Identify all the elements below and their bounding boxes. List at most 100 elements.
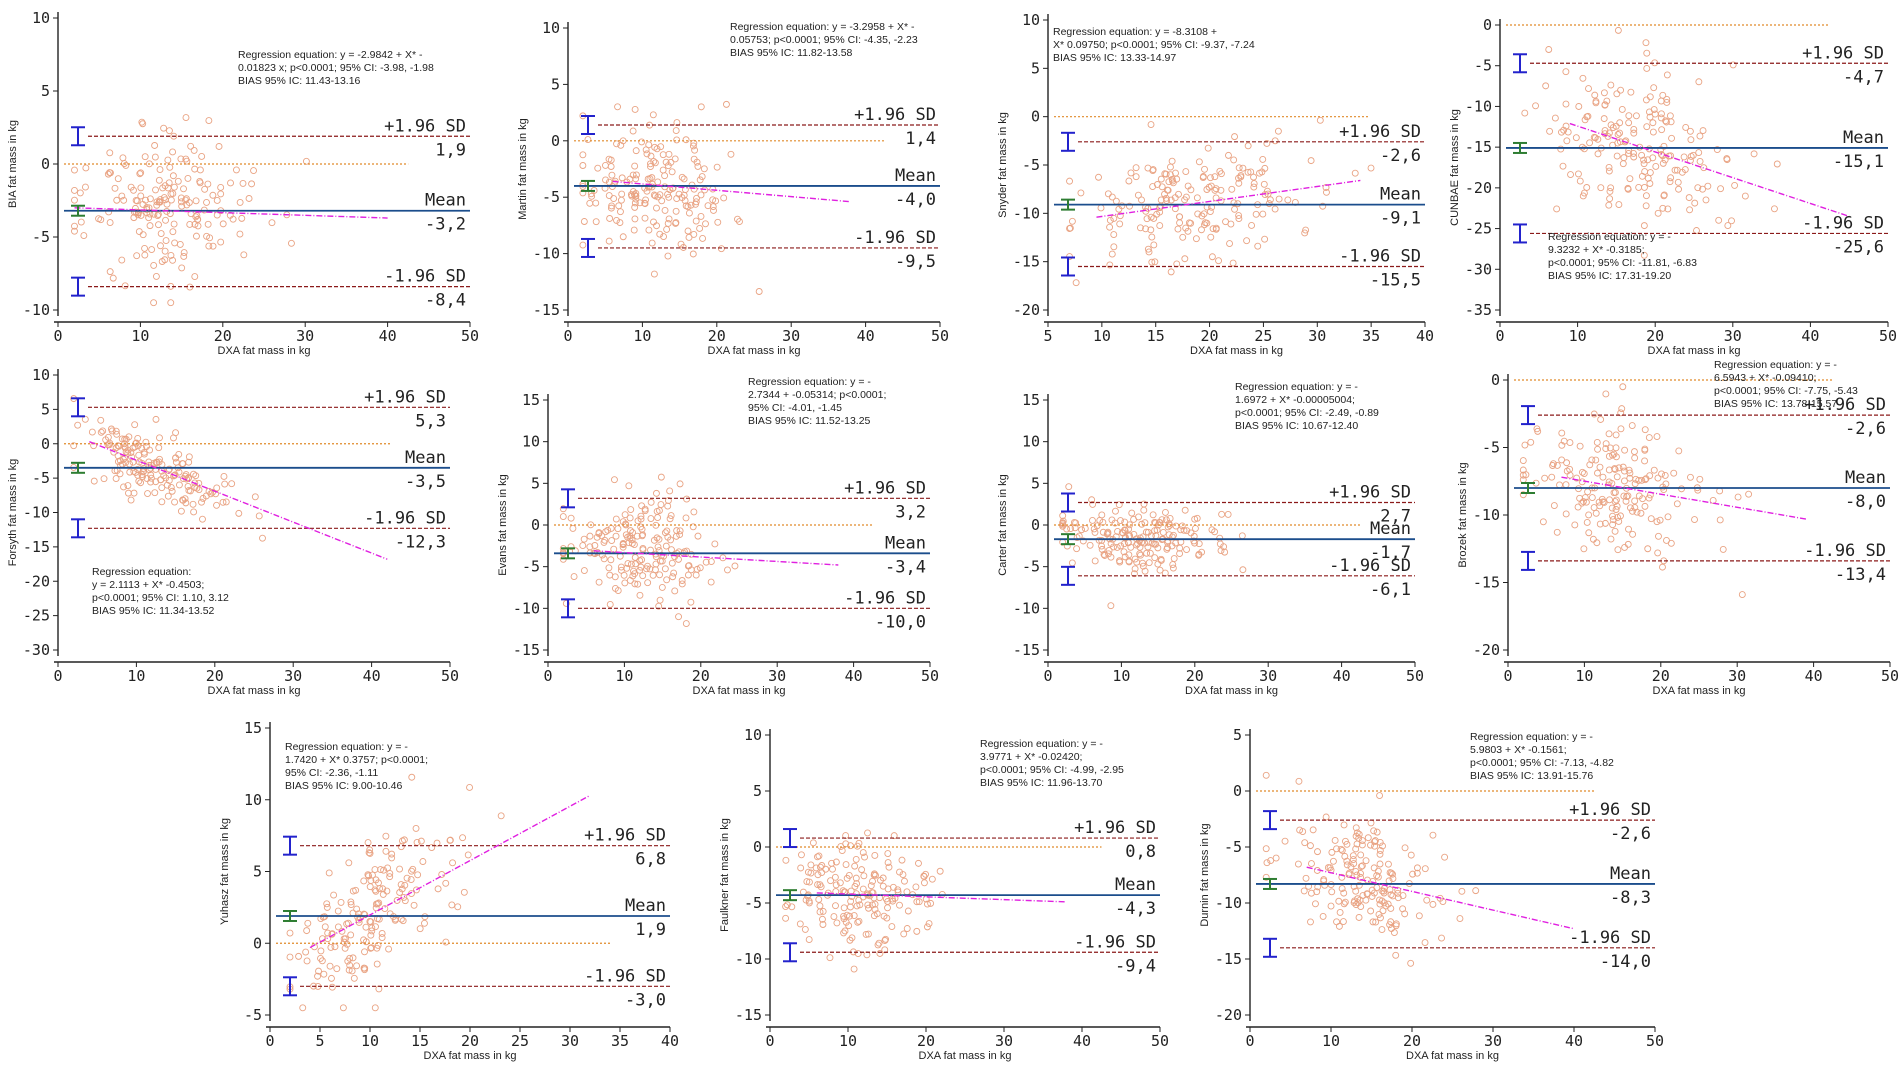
data-point xyxy=(1284,196,1292,204)
data-point xyxy=(1625,149,1633,157)
data-point xyxy=(318,957,326,965)
data-point xyxy=(1106,216,1114,224)
data-point xyxy=(607,556,615,564)
data-point xyxy=(884,850,892,857)
data-point xyxy=(1161,569,1169,577)
data-point xyxy=(798,851,805,859)
data-point xyxy=(1154,560,1162,568)
data-point xyxy=(1586,139,1594,147)
data-point xyxy=(644,579,652,587)
data-point xyxy=(1646,180,1654,187)
data-point xyxy=(1699,185,1707,193)
data-point xyxy=(464,851,472,859)
data-point xyxy=(1110,215,1118,222)
data-point xyxy=(659,151,667,159)
y-axis-title: Martin fat mass in kg xyxy=(517,118,529,219)
data-point xyxy=(185,487,193,494)
data-point xyxy=(350,974,358,982)
data-point xyxy=(1238,532,1246,540)
data-point xyxy=(1148,233,1156,241)
data-point xyxy=(659,166,667,174)
y-tick-label: 5 xyxy=(253,863,262,881)
upper-limit-label: +1.96 SD xyxy=(364,387,446,407)
data-point xyxy=(610,195,618,203)
data-point xyxy=(1228,185,1236,193)
data-point xyxy=(191,273,199,280)
data-point xyxy=(1262,873,1270,881)
data-point xyxy=(642,146,650,154)
data-point xyxy=(831,873,839,881)
data-point xyxy=(1373,828,1381,836)
data-point xyxy=(388,850,396,858)
data-point xyxy=(709,203,717,211)
x-axis-title: DXA fat mass in kg xyxy=(424,1050,517,1062)
data-point xyxy=(250,167,257,174)
data-point xyxy=(1230,199,1238,207)
data-point xyxy=(169,148,177,156)
data-point xyxy=(663,225,671,233)
data-point xyxy=(631,570,639,578)
data-point xyxy=(1107,553,1115,561)
data-point xyxy=(617,208,624,216)
regression-line xyxy=(816,892,1067,903)
data-point xyxy=(1340,821,1348,829)
data-point xyxy=(675,613,682,621)
data-point xyxy=(1165,178,1173,186)
data-point xyxy=(1626,175,1634,183)
data-point xyxy=(607,204,615,212)
data-point xyxy=(259,534,266,542)
x-tick-label: 20 xyxy=(708,327,726,345)
data-point xyxy=(1625,112,1633,120)
regression-line xyxy=(1561,476,1807,520)
data-point xyxy=(1243,237,1251,245)
data-point xyxy=(152,186,159,194)
x-tick-label: 10 xyxy=(1322,1032,1340,1050)
data-point xyxy=(1170,555,1178,562)
data-point xyxy=(207,490,215,498)
data-point xyxy=(1644,156,1652,164)
data-point xyxy=(629,127,637,135)
data-point xyxy=(1073,534,1081,542)
data-point xyxy=(1116,220,1124,228)
data-point xyxy=(151,153,159,161)
data-point xyxy=(595,578,603,586)
data-point xyxy=(664,497,672,505)
data-point xyxy=(365,849,373,857)
data-point xyxy=(713,163,721,171)
data-point xyxy=(828,859,836,867)
data-point xyxy=(1225,151,1232,159)
x-tick-label: 5 xyxy=(315,1032,324,1050)
data-point xyxy=(1167,268,1175,276)
data-point xyxy=(1549,462,1557,469)
data-point xyxy=(690,139,698,147)
data-point xyxy=(698,173,706,180)
data-point xyxy=(1131,555,1139,563)
data-point xyxy=(1619,383,1627,391)
data-point xyxy=(1605,163,1613,171)
data-point xyxy=(121,282,129,290)
mean-value: -9,1 xyxy=(1380,209,1421,229)
y-tick-label: 0 xyxy=(551,132,560,150)
data-point xyxy=(1118,202,1126,210)
data-point xyxy=(1599,473,1607,481)
upper-limit-value: -4,7 xyxy=(1843,67,1884,87)
upper-limit-value: -2,6 xyxy=(1380,146,1421,166)
data-point xyxy=(832,881,840,889)
data-point xyxy=(1642,96,1650,104)
x-axis-title: DXA fat mass in kg xyxy=(1648,345,1741,357)
data-point xyxy=(608,202,616,210)
data-point xyxy=(97,428,105,436)
data-point xyxy=(1576,177,1584,185)
data-point xyxy=(141,244,149,252)
data-point xyxy=(1226,240,1233,248)
data-point xyxy=(1193,194,1201,202)
data-point xyxy=(1068,217,1076,225)
data-point xyxy=(1657,146,1665,153)
data-point xyxy=(1553,528,1561,536)
data-point xyxy=(371,886,379,894)
data-point xyxy=(106,219,114,227)
x-axis-title: DXA fat mass in kg xyxy=(1185,685,1278,697)
data-point xyxy=(449,859,457,867)
data-point xyxy=(1658,126,1666,134)
